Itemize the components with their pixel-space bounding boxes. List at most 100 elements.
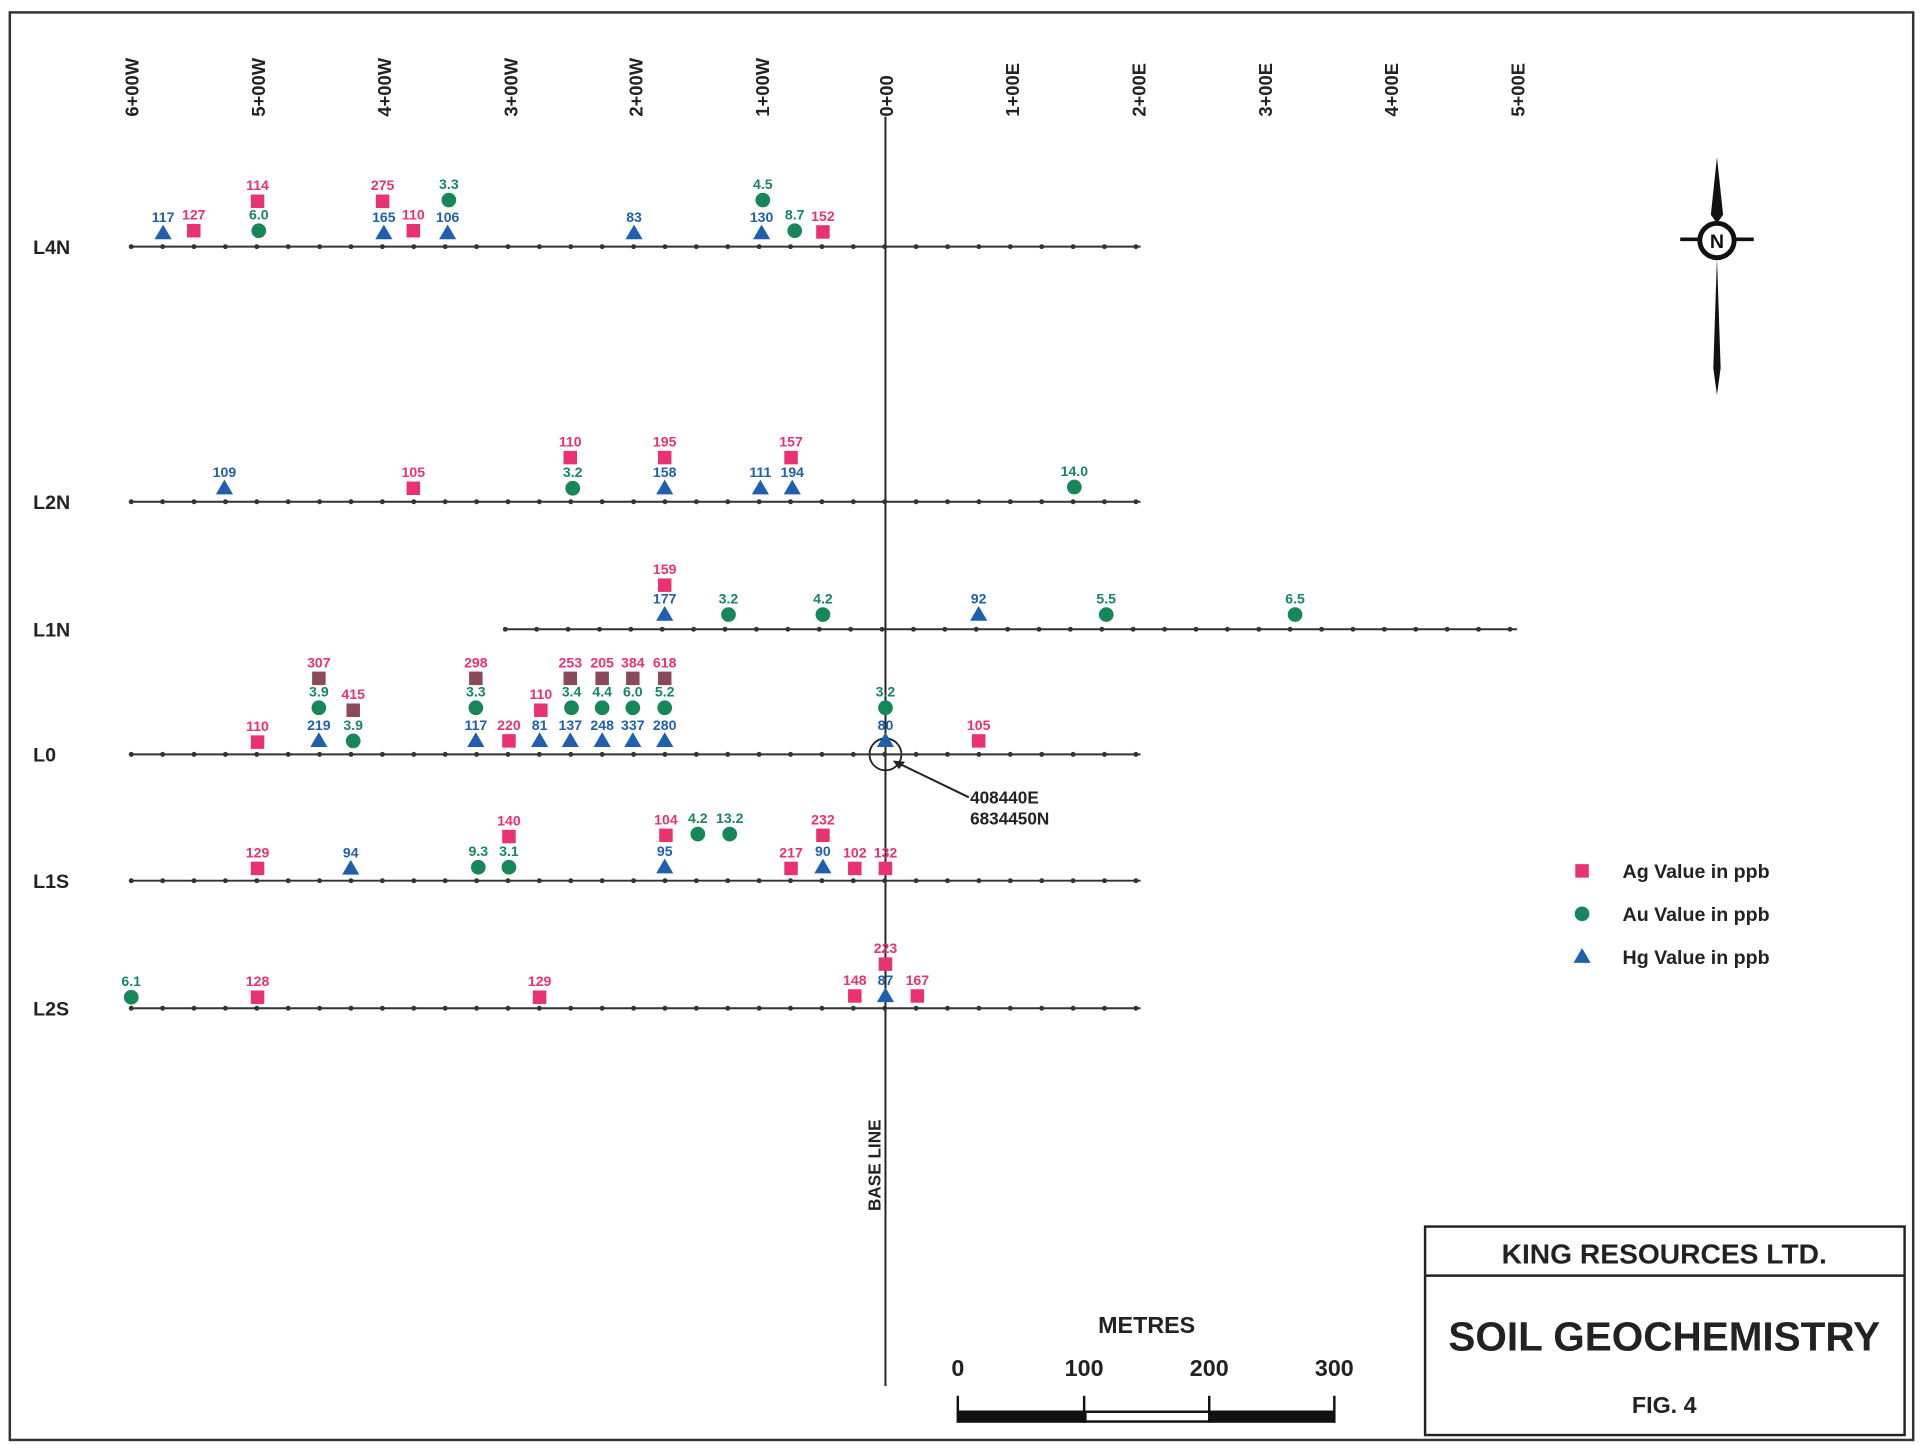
station-dot xyxy=(882,499,887,504)
sample-au xyxy=(471,860,486,875)
station-dot xyxy=(1382,627,1387,632)
station-dot xyxy=(945,878,950,883)
sample-value: 159 xyxy=(653,561,677,577)
station-dot xyxy=(663,244,668,249)
station-dot xyxy=(819,752,824,757)
station-dot xyxy=(600,499,605,504)
station-dot xyxy=(663,752,668,757)
sample-value: 415 xyxy=(341,686,365,702)
sample-ag xyxy=(658,451,671,464)
sample-ag xyxy=(502,830,515,843)
sample-ag xyxy=(187,224,200,237)
station-dot xyxy=(506,244,511,249)
sample-hg xyxy=(216,480,233,495)
sample-value: 3.2 xyxy=(719,591,739,607)
station-dot xyxy=(757,878,762,883)
station-dot xyxy=(851,499,856,504)
station-dot xyxy=(566,627,571,632)
sample-au xyxy=(124,990,139,1005)
sample-value: 3.2 xyxy=(563,464,583,480)
station-dot xyxy=(631,244,636,249)
scale-unit: METRES xyxy=(1098,1312,1195,1338)
north-needle xyxy=(1711,157,1723,395)
station-dot xyxy=(1068,627,1073,632)
sample-value: 137 xyxy=(559,717,583,733)
north-label: N xyxy=(1710,231,1724,253)
station-dot xyxy=(1133,1006,1138,1011)
station-dot xyxy=(1351,627,1356,632)
sample-value: 83 xyxy=(626,209,642,225)
sample-value: 132 xyxy=(874,844,898,860)
sample-value: 117 xyxy=(152,209,175,225)
sample-au xyxy=(442,193,457,208)
sample-hg xyxy=(814,859,831,874)
station-dot xyxy=(819,499,824,504)
sample-value: 194 xyxy=(780,464,804,480)
station-dot xyxy=(317,752,322,757)
station-dot xyxy=(1037,627,1042,632)
sample-ag xyxy=(407,482,420,495)
station-dot xyxy=(819,1006,824,1011)
legend-symbol xyxy=(1575,864,1588,877)
station-dot xyxy=(1102,878,1107,883)
sample-value: 5.2 xyxy=(655,684,675,700)
station-dot xyxy=(976,752,981,757)
sample-ag xyxy=(659,829,672,842)
station-dot xyxy=(349,244,354,249)
sample-value: 9.3 xyxy=(469,843,489,859)
station-dot xyxy=(1039,244,1044,249)
station-dot xyxy=(785,627,790,632)
sample-hg xyxy=(624,732,641,747)
sample-ag xyxy=(816,829,829,842)
sample-value: 106 xyxy=(436,209,460,225)
station-dot xyxy=(725,752,730,757)
station-dot xyxy=(914,244,919,249)
station-dot xyxy=(506,878,511,883)
station-dot xyxy=(819,244,824,249)
station-dot xyxy=(254,878,259,883)
station-dot xyxy=(474,878,479,883)
sample-value: 129 xyxy=(246,844,270,860)
station-dot xyxy=(443,878,448,883)
sample-ag xyxy=(251,735,264,748)
sample-au xyxy=(878,700,893,715)
station-dot xyxy=(1288,627,1293,632)
sample-value: 13.2 xyxy=(716,810,744,826)
line-label: L4N xyxy=(33,237,70,259)
north-arrow: N xyxy=(1680,157,1754,395)
station-dot xyxy=(380,499,385,504)
station-dot xyxy=(976,499,981,504)
station-dot xyxy=(506,499,511,504)
sample-hg xyxy=(310,732,327,747)
station-dot xyxy=(691,627,696,632)
sample-value: 248 xyxy=(590,717,614,733)
station-dot xyxy=(1476,627,1481,632)
sample-value: 81 xyxy=(532,717,548,733)
station-dot xyxy=(286,244,291,249)
line-label: L0 xyxy=(33,745,56,767)
sample-value: 384 xyxy=(621,654,645,670)
station-dot xyxy=(223,499,228,504)
station-label: 0+00 xyxy=(876,75,897,116)
scale-bar-white xyxy=(1087,1413,1210,1420)
station-dot xyxy=(788,878,793,883)
station-dot xyxy=(254,752,259,757)
station-dot xyxy=(1102,1006,1107,1011)
sample-hg xyxy=(784,480,801,495)
station-dot xyxy=(380,752,385,757)
sample-hg xyxy=(594,732,611,747)
sample-value: 3.9 xyxy=(343,717,363,733)
station-dot xyxy=(725,244,730,249)
station-dot xyxy=(129,752,134,757)
station-dot xyxy=(411,499,416,504)
sample-au xyxy=(722,827,737,842)
sample-value: 94 xyxy=(343,844,359,860)
station-dot xyxy=(1131,627,1136,632)
station-dot xyxy=(882,752,887,757)
station-dot xyxy=(631,878,636,883)
station-dot xyxy=(129,244,134,249)
station-dot xyxy=(254,1006,259,1011)
station-label: 5+00W xyxy=(248,57,269,116)
sample-ag xyxy=(251,990,264,1003)
station-dot xyxy=(945,752,950,757)
